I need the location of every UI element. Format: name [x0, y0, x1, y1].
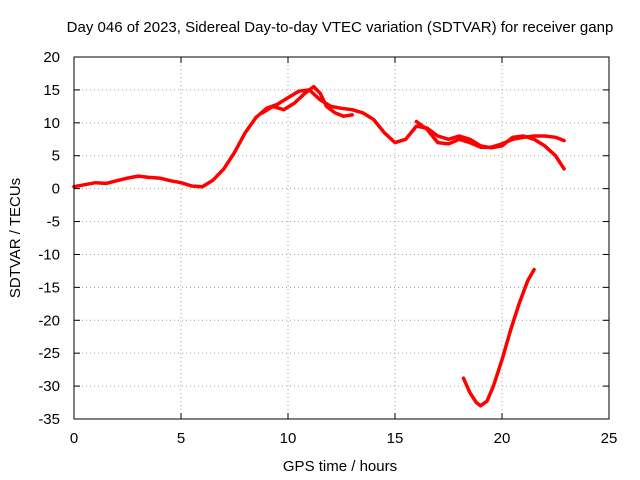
- y-tick-label: -25: [38, 345, 60, 362]
- y-tick-label: -5: [47, 214, 60, 231]
- x-tick-label: 15: [387, 430, 404, 447]
- y-axis-label: SDTVAR / TECUs: [7, 178, 24, 298]
- x-tick-label: 0: [70, 430, 78, 447]
- y-tick-label: -35: [38, 411, 60, 428]
- tick-layer: [73, 56, 610, 420]
- y-tick-label: 10: [43, 115, 60, 132]
- grid-layer: [74, 57, 609, 419]
- x-tick-label: 10: [280, 430, 297, 447]
- series-line-arc-main: [72, 88, 566, 189]
- y-tick-label: -15: [38, 279, 60, 296]
- y-tick-labels: -35 -30 -25 -20 -15 -10 -5 0 5 10 15 20: [38, 49, 60, 428]
- y-tick-label: 0: [52, 181, 60, 198]
- series-line-arc-tail: [414, 119, 566, 149]
- x-tick-label: 25: [601, 430, 618, 447]
- x-tick-label: 5: [177, 430, 185, 447]
- y-tick-label: -20: [38, 312, 60, 329]
- chart-title: Day 046 of 2023, Sidereal Day-to-day VTE…: [67, 19, 614, 36]
- x-axis-label: GPS time / hours: [283, 458, 397, 475]
- y-tick-label: 15: [43, 82, 60, 99]
- x-tick-label: 20: [494, 430, 511, 447]
- y-tick-label: 20: [43, 49, 60, 66]
- series-line-arc-negative: [461, 267, 536, 408]
- series-layer: [72, 84, 566, 408]
- y-tick-label: -30: [38, 378, 60, 395]
- y-tick-label: 5: [52, 148, 60, 165]
- x-tick-labels: 0 5 10 15 20 25: [70, 430, 618, 447]
- y-tick-label: -10: [38, 246, 60, 263]
- plot-frame: [73, 56, 610, 420]
- series-line-arc-upper-branch: [260, 84, 354, 118]
